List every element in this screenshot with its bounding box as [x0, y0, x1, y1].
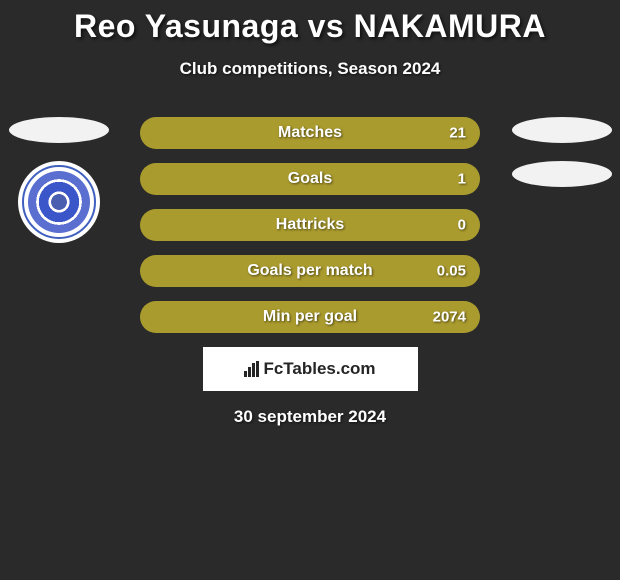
main-area: Matches 21 Goals 1 Hattricks 0 Goals per…: [0, 117, 620, 427]
stat-row-goals-per-match: Goals per match 0.05: [140, 255, 480, 287]
stat-right-value: 1: [458, 171, 466, 188]
branding-label: FcTables.com: [263, 359, 375, 379]
stat-label: Hattricks: [276, 216, 344, 234]
stat-row-hattricks: Hattricks 0: [140, 209, 480, 241]
stat-row-min-per-goal: Min per goal 2074: [140, 301, 480, 333]
stat-right-value: 0.05: [437, 263, 466, 280]
stat-right-value: 21: [449, 125, 466, 142]
stat-label: Min per goal: [263, 308, 357, 326]
right-club-oval: [512, 161, 612, 187]
right-player-column: [509, 117, 614, 205]
date-line: 30 september 2024: [10, 407, 610, 427]
left-club-crest: [18, 161, 100, 243]
stat-label: Goals: [288, 170, 332, 188]
stat-bars: Matches 21 Goals 1 Hattricks 0 Goals per…: [140, 117, 480, 333]
left-player-name-oval: [9, 117, 109, 143]
stat-label: Matches: [278, 124, 342, 142]
stat-right-value: 2074: [433, 309, 466, 326]
bar-chart-icon: [244, 361, 259, 377]
crest-pattern: [28, 171, 90, 233]
stat-right-value: 0: [458, 217, 466, 234]
crest-ring: [22, 165, 96, 239]
right-player-name-oval: [512, 117, 612, 143]
branding-box: FcTables.com: [203, 347, 418, 391]
stat-row-goals: Goals 1: [140, 163, 480, 195]
stat-label: Goals per match: [247, 262, 372, 280]
page-title: Reo Yasunaga vs NAKAMURA: [0, 8, 620, 45]
subtitle: Club competitions, Season 2024: [0, 59, 620, 79]
left-player-column: [6, 117, 111, 243]
infographic-container: Reo Yasunaga vs NAKAMURA Club competitio…: [0, 0, 620, 427]
branding-text: FcTables.com: [244, 359, 375, 379]
stat-row-matches: Matches 21: [140, 117, 480, 149]
